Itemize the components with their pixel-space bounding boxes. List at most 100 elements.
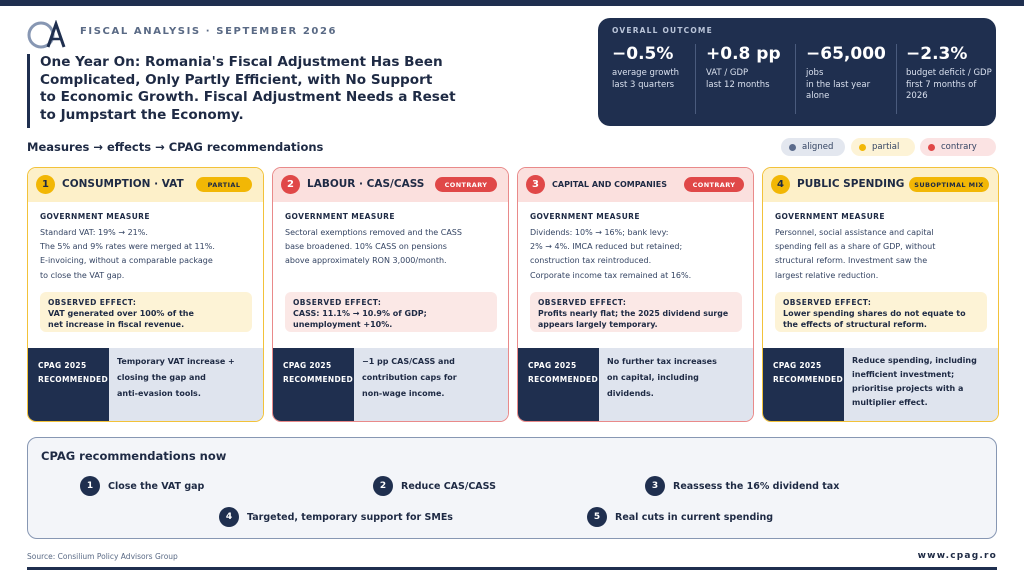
recommendation-item: 4 Targeted, temporary support for SMEs [219, 507, 453, 527]
caption-line: first 7 months of 2026 [906, 79, 977, 102]
metric-value: −2.3% [906, 44, 968, 64]
effect-line: net increase in fiscal revenue. [48, 319, 185, 329]
measure-line: The 5% and 9% rates were merged at 11%. [40, 242, 215, 252]
measure-line: Standard VAT: 19% → 21%. [40, 228, 148, 237]
caption-line: jobs [806, 68, 824, 78]
recommended-text: Reduce spending, including inefficient i… [844, 348, 998, 421]
legend-label: partial [872, 142, 900, 152]
metric-divider [795, 44, 796, 114]
rec-label-line: RECOMMENDED [528, 375, 598, 384]
measure-line: Sectoral exemptions removed and the CASS [285, 228, 462, 237]
legend-label: aligned [802, 142, 834, 152]
measure-line: to close the VAT gap. [40, 270, 125, 280]
card-consumption-vat: 1 CONSUMPTION · VAT PARTIAL GOVERNMENT M… [27, 167, 264, 422]
effect-text: Profits nearly flat; the 2025 dividend s… [538, 309, 734, 330]
recommendation-label: Reassess the 16% dividend tax [673, 480, 840, 492]
recommendations-now-panel: CPAG recommendations now 1 Close the VAT… [27, 437, 997, 539]
caption-line: average growth [612, 68, 680, 78]
measure-label: GOVERNMENT MEASURE [40, 212, 150, 221]
recommendation-number: 2 [373, 476, 393, 496]
rec-label-line: CPAG 2025 [283, 361, 332, 370]
measure-line: Personnel, social assistance and capital [775, 228, 934, 237]
kicker: FISCAL ANALYSIS · SEPTEMBER 2026 [80, 26, 338, 37]
recommendation-item: 1 Close the VAT gap [80, 476, 204, 496]
measure-line: Corporate income tax remained at 16%. [530, 270, 692, 280]
effect-line: CASS: 11.1% → 10.9% of GDP; [293, 309, 427, 318]
rec-label-line: CPAG 2025 [773, 361, 822, 370]
metric-caption: average growth last 3 quarters [612, 68, 679, 91]
recommendation-number: 3 [645, 476, 665, 496]
rec-line: dividends. [607, 389, 654, 398]
card-number: 3 [526, 175, 545, 194]
metric-divider [896, 44, 897, 114]
recommended-text: Temporary VAT increase + closing the gap… [109, 348, 263, 421]
rec-line: Reduce spending, including [852, 356, 977, 365]
caption-line: in the last year [806, 79, 871, 90]
measure-text: Personnel, social assistance and capital… [775, 226, 990, 283]
card-title: PUBLIC SPENDING [797, 178, 905, 190]
rec-line: contribution caps for [362, 373, 457, 382]
rec-line: on capital, including [607, 373, 699, 382]
rec-line: No further tax increases [607, 357, 717, 366]
measure-line: construction tax reintroduced. [530, 256, 652, 266]
card-title: LABOUR · CAS/CASS [307, 178, 425, 190]
observed-effect: OBSERVED EFFECT: CASS: 11.1% → 10.9% of … [285, 292, 497, 332]
headline: One Year On: Romania's Fiscal Adjustment… [27, 54, 497, 128]
section-title: Measures → effects → CPAG recommendation… [27, 140, 324, 154]
caption-line: alone [806, 91, 830, 101]
measure-line: largest relative reduction. [775, 270, 879, 280]
measure-line: E-invoicing, without a comparable packag… [40, 256, 213, 266]
source-note: Source: Consilium Policy Advisors Group [27, 552, 178, 561]
metric-deficit: −2.3% budget deficit / GDP first 7 month… [906, 44, 996, 103]
observed-effect: OBSERVED EFFECT: VAT generated over 100%… [40, 292, 252, 332]
caption-line: budget deficit / GDP [906, 68, 992, 78]
measure-line: 2% → 4%. IMCA reduced but retained; [530, 242, 683, 252]
rec-label-line: RECOMMENDED [773, 375, 843, 384]
rec-label-line: RECOMMENDED [283, 375, 353, 384]
measure-line: structural reform. Investment saw the [775, 256, 928, 266]
metric-caption: jobs in the last year alone [806, 68, 886, 103]
legend-dot-icon [928, 143, 935, 151]
measure-text: Sectoral exemptions removed and the CASS… [285, 226, 500, 269]
effect-line: VAT generated over 100% of the [48, 309, 194, 318]
website-link[interactable]: www.cpag.ro [917, 551, 997, 561]
metric-divider [695, 44, 696, 114]
outcome-label: OVERALL OUTCOME [612, 26, 713, 35]
legend-contrary: contrary [920, 138, 996, 156]
effect-label: OBSERVED EFFECT: [293, 298, 382, 307]
measure-line: Dividends: 10% → 16%; bank levy: [530, 228, 669, 237]
metric-value: +0.8 pp [706, 44, 781, 64]
rec-line: closing the gap and [117, 373, 206, 382]
rec-line: −1 pp CAS/CASS and [362, 357, 455, 366]
metric-jobs: −65,000 jobs in the last year alone [806, 44, 886, 103]
measure-line: base broadened. 10% CASS on pensions [285, 242, 447, 252]
recommended-label: CPAG 2025 RECOMMENDED [763, 348, 844, 421]
measure-label: GOVERNMENT MEASURE [285, 212, 395, 221]
effect-label: OBSERVED EFFECT: [48, 298, 137, 307]
effect-line: the effects of structural reform. [783, 319, 927, 329]
legend-dot-icon [789, 143, 796, 151]
status-badge: SUBOPTIMAL MIX [909, 177, 989, 192]
recommendation-label: Real cuts in current spending [615, 511, 774, 523]
effect-line: Profits nearly flat; the 2025 dividend s… [538, 309, 729, 318]
rec-line: multiplier effect. [852, 398, 928, 407]
recommended-label: CPAG 2025 RECOMMENDED [518, 348, 599, 421]
card-title: CONSUMPTION · VAT [62, 178, 184, 190]
rec-line: anti-evasion tools. [117, 389, 201, 398]
card-capital-companies: 3 CAPITAL AND COMPANIES CONTRARY GOVERNM… [517, 167, 754, 422]
overall-outcome-panel: OVERALL OUTCOME −0.5% average growth las… [598, 18, 996, 126]
legend-aligned: aligned [781, 138, 845, 156]
card-number: 4 [771, 175, 790, 194]
recommended-label: CPAG 2025 RECOMMENDED [273, 348, 354, 421]
effect-text: CASS: 11.1% → 10.9% of GDP; unemployment… [293, 309, 489, 330]
measure-line: spending fell as a share of GDP, without [775, 242, 936, 252]
effect-label: OBSERVED EFFECT: [783, 298, 872, 307]
rec-label-line: CPAG 2025 [528, 361, 577, 370]
metric-value: −0.5% [612, 44, 674, 64]
rec-line: inefficient investment; [852, 370, 955, 379]
metric-caption: VAT / GDP last 12 months [706, 68, 781, 91]
recommended-text: −1 pp CAS/CASS and contribution caps for… [354, 348, 508, 421]
effect-line: Lower spending shares do not equate to [783, 309, 966, 318]
headline-line: Complicated, Only Partly Efficient, with… [40, 71, 433, 88]
recommendation-item: 5 Real cuts in current spending [587, 507, 773, 527]
